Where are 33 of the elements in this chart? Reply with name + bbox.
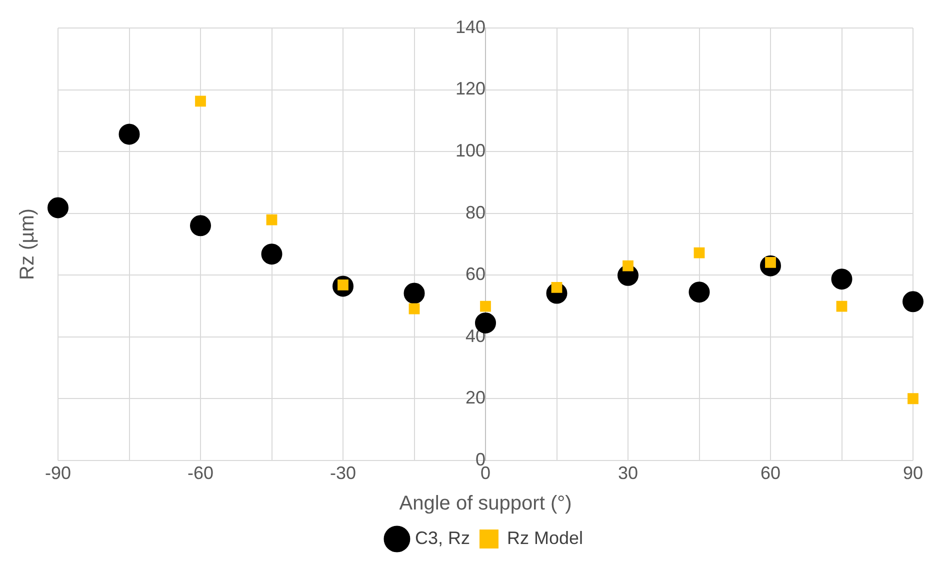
y-tick-label: 120 xyxy=(455,78,486,99)
point xyxy=(480,300,491,312)
point xyxy=(694,247,705,258)
x-tick-label: 90 xyxy=(902,463,924,484)
legend-label: C3, Rz xyxy=(414,528,470,548)
point xyxy=(908,393,918,404)
x-tick-label: 30 xyxy=(618,463,638,484)
point xyxy=(902,291,924,312)
point xyxy=(190,215,211,236)
point xyxy=(836,300,848,312)
legend-label: Rz Model xyxy=(506,528,584,548)
x-tick-label: -90 xyxy=(44,463,72,484)
point xyxy=(118,124,140,145)
point xyxy=(404,282,425,304)
y-axis-title: Rz (µm) xyxy=(16,208,39,280)
y-tick-label: 60 xyxy=(465,264,486,284)
y-tick-label: 80 xyxy=(465,202,486,222)
point xyxy=(551,282,562,293)
x-tick-label: 60 xyxy=(760,463,781,484)
y-tick-label: 140 xyxy=(455,16,486,37)
point xyxy=(266,214,278,226)
point xyxy=(261,244,282,265)
y-tick-label: 100 xyxy=(455,140,486,161)
point xyxy=(195,96,206,107)
point xyxy=(408,303,420,314)
point xyxy=(831,268,852,290)
point xyxy=(622,260,634,272)
y-tick-label: 20 xyxy=(465,388,486,408)
x-tick-label: -60 xyxy=(187,463,214,484)
x-tick-label: -30 xyxy=(330,463,356,484)
point xyxy=(48,197,68,218)
point xyxy=(688,282,710,303)
x-axis-title: Angle of support (°) xyxy=(399,492,572,515)
